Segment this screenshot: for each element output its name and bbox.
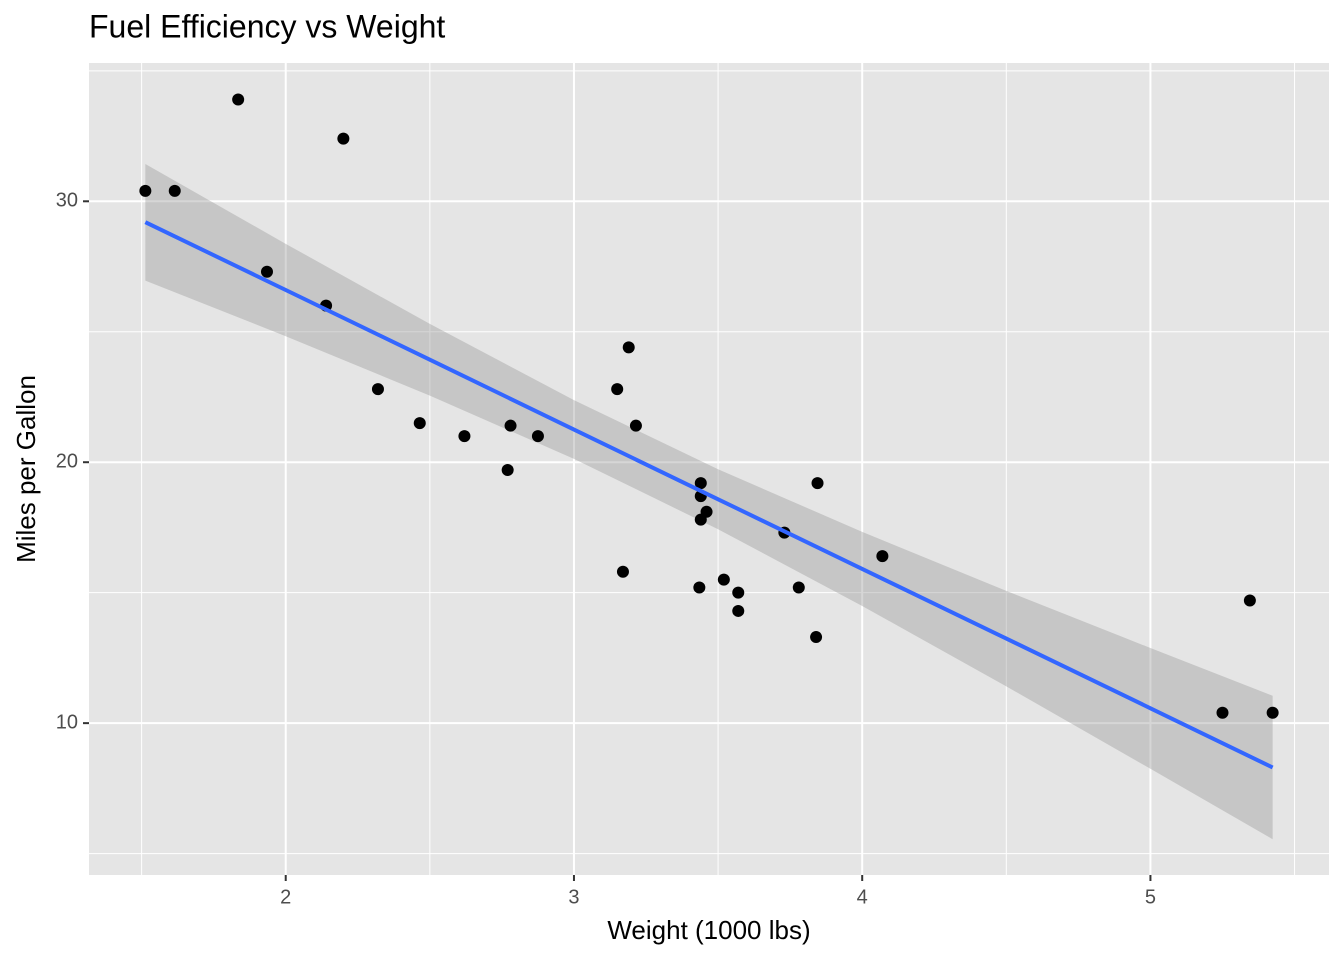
point — [717, 573, 730, 586]
fit-line — [144, 220, 1274, 770]
point — [616, 565, 629, 578]
x-tick-label: 5 — [1145, 886, 1156, 908]
point — [1216, 706, 1229, 719]
point — [1266, 706, 1279, 719]
chart-title: Fuel Efficiency vs Weight — [89, 8, 445, 44]
panel — [89, 63, 1329, 875]
point — [371, 383, 384, 396]
point — [501, 464, 514, 477]
point — [694, 477, 707, 490]
point — [732, 604, 745, 617]
x-tick-label: 4 — [857, 886, 868, 908]
point — [232, 93, 245, 106]
point — [622, 341, 635, 354]
point — [1243, 594, 1256, 607]
point — [876, 550, 889, 563]
point — [694, 513, 707, 526]
y-axis-title: Miles per Gallon — [11, 375, 41, 563]
point — [260, 265, 273, 278]
x-tick-label: 2 — [280, 886, 291, 908]
y-tick-label: 10 — [56, 711, 78, 733]
point — [792, 581, 805, 594]
point — [611, 383, 624, 396]
point — [413, 417, 426, 430]
y-tick-label: 20 — [56, 450, 78, 472]
point — [811, 477, 824, 490]
point — [693, 581, 706, 594]
point — [531, 430, 544, 443]
confidence-band — [145, 163, 1273, 840]
point — [732, 586, 745, 599]
x-axis-title: Weight (1000 lbs) — [607, 915, 810, 945]
point — [139, 184, 152, 197]
point — [810, 631, 823, 644]
point — [337, 132, 350, 145]
x-tick-label: 3 — [568, 886, 579, 908]
point — [504, 419, 517, 432]
point — [168, 184, 181, 197]
y-tick-label: 30 — [56, 190, 78, 212]
point — [629, 419, 642, 432]
point — [458, 430, 471, 443]
